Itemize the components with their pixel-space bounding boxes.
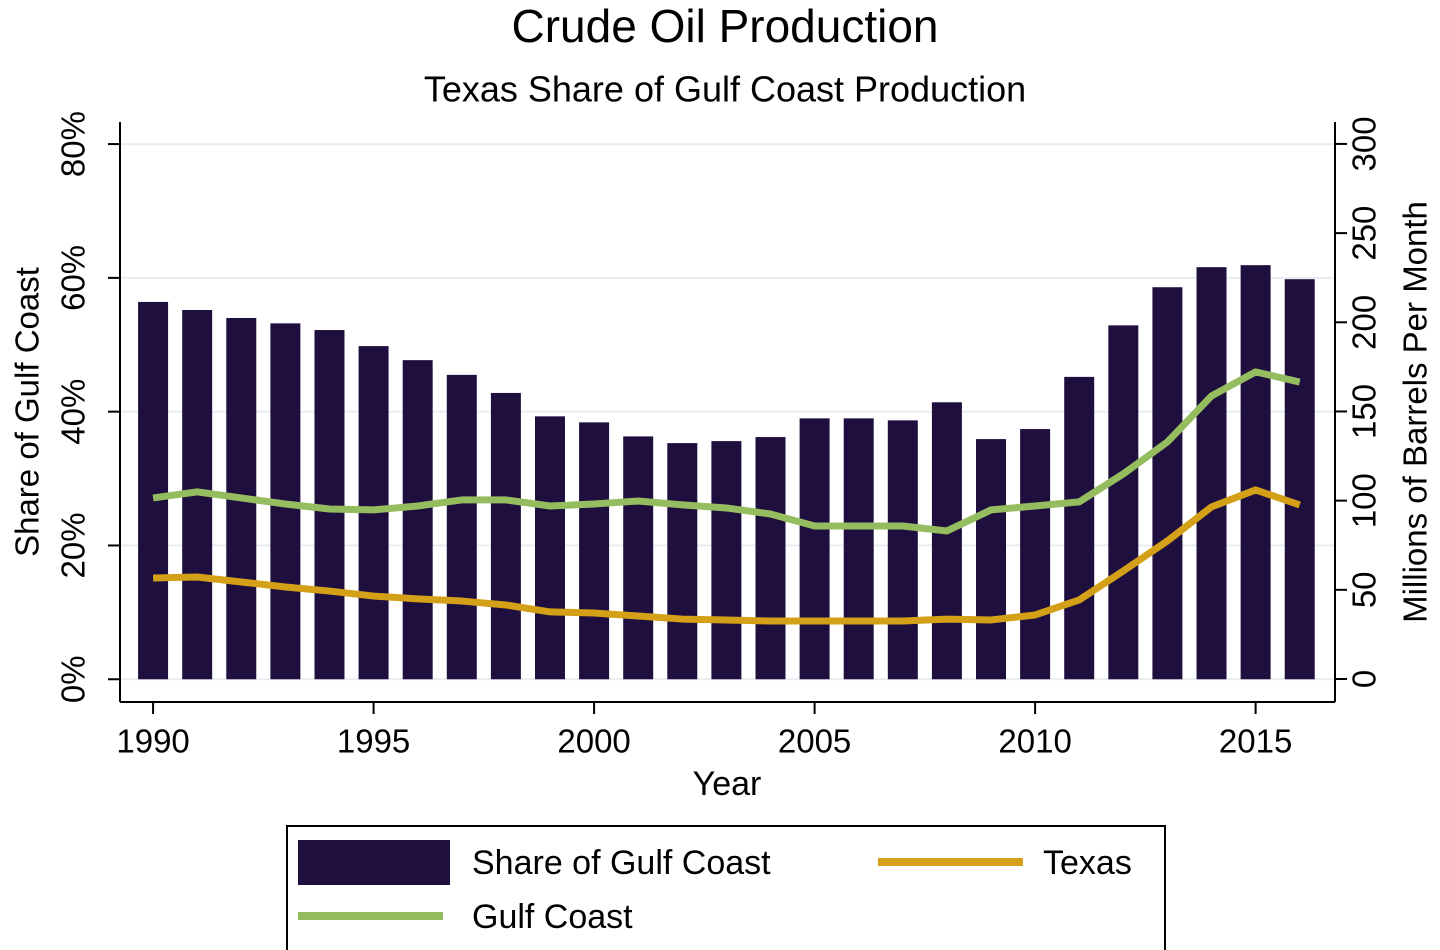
legend-label: Share of Gulf Coast — [472, 844, 771, 882]
bar — [843, 418, 874, 680]
bar — [1108, 325, 1139, 680]
chart-title: Crude Oil Production — [512, 0, 939, 52]
y2-axis-label: Millions of Barrels Per Month — [1397, 201, 1434, 623]
line — [152, 368, 1301, 535]
y2-tick-label: 0 — [1346, 670, 1383, 688]
y-tick-label: 20% — [55, 512, 92, 578]
bar — [667, 443, 698, 680]
y-tick-label: 40% — [55, 379, 92, 445]
x-tick-label: 2015 — [1219, 723, 1292, 760]
bar — [711, 441, 742, 680]
legend-label: Texas — [1043, 844, 1132, 882]
legend-box — [286, 825, 1166, 950]
bar — [887, 420, 918, 680]
y2-tick-label: 50 — [1346, 571, 1383, 608]
bar — [931, 402, 962, 680]
line — [152, 486, 1301, 625]
x-tick-label: 2005 — [778, 723, 851, 760]
y-tick-label: 80% — [55, 111, 92, 177]
x-tick-label: 2000 — [557, 723, 630, 760]
y-tick-label: 0% — [55, 655, 92, 703]
bar — [1196, 267, 1227, 680]
bar — [138, 301, 169, 680]
y2-tick-label: 200 — [1346, 295, 1383, 350]
bar — [446, 374, 477, 680]
bar — [755, 437, 786, 680]
legend-swatch — [298, 840, 450, 885]
bar — [799, 418, 830, 680]
y2-tick-label: 300 — [1346, 116, 1383, 171]
y2-tick-label: 250 — [1346, 206, 1383, 261]
y-tick-label: 60% — [55, 245, 92, 311]
bar — [1240, 265, 1271, 680]
bar — [490, 392, 521, 680]
bar — [1152, 287, 1183, 680]
x-tick-label: 2010 — [998, 723, 1071, 760]
bar — [402, 360, 433, 680]
y2-tick-label: 150 — [1346, 384, 1383, 439]
y2-tick-label: 100 — [1346, 473, 1383, 528]
legend-label: Gulf Coast — [472, 898, 633, 936]
bar — [623, 436, 654, 680]
x-tick-label: 1995 — [337, 723, 410, 760]
bar — [1284, 279, 1315, 680]
bar — [1064, 376, 1095, 680]
y-axis-label: Share of Gulf Coast — [9, 267, 46, 557]
bar — [976, 439, 1007, 680]
x-axis-label: Year — [693, 765, 762, 803]
x-tick-label: 1990 — [116, 723, 189, 760]
bar — [534, 416, 565, 680]
chart-subtitle: Texas Share of Gulf Coast Production — [424, 69, 1026, 110]
bar — [1020, 429, 1051, 680]
bar — [579, 422, 610, 680]
